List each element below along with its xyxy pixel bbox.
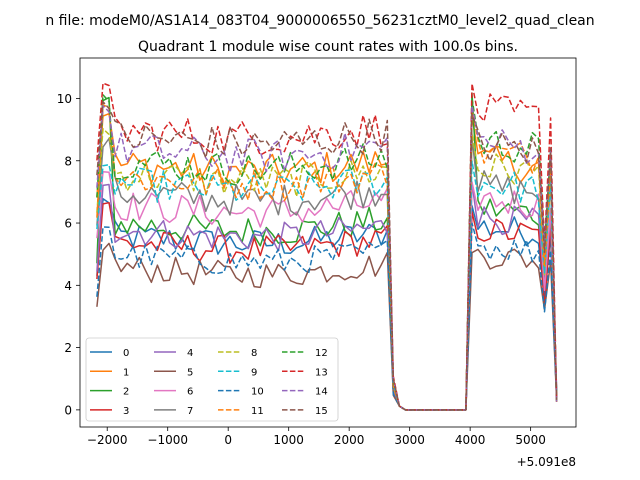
legend-label-10: 10 xyxy=(251,387,264,398)
legend-label-12: 12 xyxy=(315,348,328,359)
legend-label-5: 5 xyxy=(187,367,193,378)
x-tick-label: 1000 xyxy=(273,433,304,447)
y-tick-label: 2 xyxy=(64,341,72,355)
legend-label-15: 15 xyxy=(315,406,328,417)
y-tick-label: 8 xyxy=(64,154,72,168)
series-line-7 xyxy=(96,137,558,411)
legend-label-3: 3 xyxy=(123,406,129,417)
chart-suptitle: n file: modeM0/AS1A14_083T04_9000006550_… xyxy=(45,13,594,29)
series-line-13 xyxy=(96,82,558,411)
series-line-3 xyxy=(96,201,558,411)
y-tick-label: 10 xyxy=(57,92,72,106)
legend-label-4: 4 xyxy=(187,348,193,359)
x-tick-label: 0 xyxy=(224,433,232,447)
x-tick-label: 5000 xyxy=(515,433,546,447)
legend-label-2: 2 xyxy=(123,387,129,398)
legend-label-6: 6 xyxy=(187,387,193,398)
x-tick-label: −2000 xyxy=(87,433,128,447)
series-line-9 xyxy=(96,160,558,411)
x-tick-label: −1000 xyxy=(147,433,188,447)
series-line-12 xyxy=(96,94,558,411)
legend-label-0: 0 xyxy=(123,348,129,359)
x-tick-label: 2000 xyxy=(334,433,365,447)
x-axis-offset: +5.091e8 xyxy=(517,455,576,469)
y-axis: 0 2 4 6 8 10 xyxy=(57,92,80,417)
plot-area-frame xyxy=(79,57,577,428)
legend-label-14: 14 xyxy=(315,387,328,398)
series-line-4 xyxy=(96,182,558,411)
series-layer xyxy=(96,82,558,411)
y-tick-label: 4 xyxy=(64,279,72,293)
series-line-11 xyxy=(96,104,558,411)
chart-title: Quadrant 1 module wise count rates with … xyxy=(138,39,518,55)
y-tick-label: 6 xyxy=(64,217,72,231)
series-line-15 xyxy=(96,100,558,411)
legend-label-9: 9 xyxy=(251,367,257,378)
x-tick-label: 4000 xyxy=(455,433,486,447)
y-tick-label: 0 xyxy=(64,403,72,417)
series-line-5 xyxy=(96,242,558,411)
legend-label-13: 13 xyxy=(315,367,328,378)
series-line-0 xyxy=(96,198,558,411)
legend-box xyxy=(85,337,339,422)
series-line-10 xyxy=(96,222,558,411)
legend-label-7: 7 xyxy=(187,406,193,417)
legend-label-11: 11 xyxy=(251,406,264,417)
series-line-6 xyxy=(96,171,558,411)
series-line-1 xyxy=(96,112,558,411)
legend-label-1: 1 xyxy=(123,367,129,378)
series-line-8 xyxy=(96,128,558,411)
x-tick-label: 3000 xyxy=(394,433,425,447)
x-axis: −2000 −1000 0 1000 2000 3000 4000 5000 xyxy=(87,427,546,447)
legend-label-8: 8 xyxy=(251,348,257,359)
